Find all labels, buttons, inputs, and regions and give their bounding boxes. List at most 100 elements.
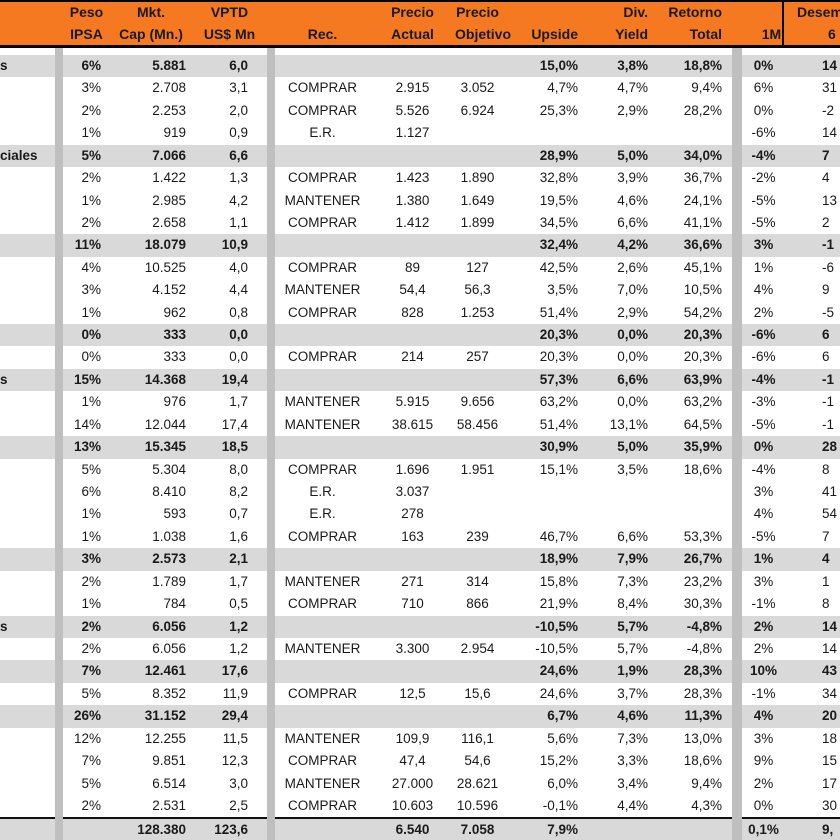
cell-company-name-fragment — [0, 436, 55, 458]
cell-perf-6m: 8 — [822, 461, 830, 477]
cell-perf-6m: 9 — [822, 282, 830, 298]
cell-perf-1m: 2% — [753, 304, 774, 320]
cell-precio-actual: 3.300 — [395, 640, 430, 656]
cell-perf-1m: 3% — [753, 484, 774, 500]
cell-precio-actual — [370, 436, 455, 458]
cell-retorno-total: 10,5% — [683, 282, 722, 298]
cell-vptd: 6,6 — [229, 147, 248, 163]
cell-perf-6m: 43 — [822, 663, 838, 679]
cell-precio-objetivo: 9.656 — [460, 394, 495, 410]
table-row: ciales 5% 7.066 6,6 28,9% 5,0% 34,0% -4%… — [0, 144, 840, 168]
cell-perf-6m: 8 — [822, 596, 830, 612]
header-retorno-total: Retorno Total — [668, 4, 722, 42]
cell-perf-6m: -1 — [822, 394, 835, 410]
cell-retorno-total — [655, 481, 732, 503]
cell-precio-actual: 271 — [401, 573, 424, 589]
cell-vptd: 3,1 — [229, 80, 248, 96]
cell-upside: 30,9% — [539, 439, 578, 455]
cell-peso-ipsa: 2% — [81, 102, 101, 118]
cell-mkt-cap: 784 — [163, 596, 186, 612]
cell-mkt-cap: 9.851 — [152, 753, 186, 769]
cell-perf-1m: -2% — [751, 170, 776, 186]
cell-mkt-cap: 10.525 — [144, 259, 186, 275]
cell-upside: 24,6% — [539, 663, 578, 679]
table-row: 1% 784 0,5 COMPRAR 710 866 21,9% 8,4% 30… — [0, 593, 840, 616]
cell-precio-actual: 38.615 — [391, 416, 434, 432]
cell-perf-6m: 28 — [822, 439, 838, 455]
cell-company-name-fragment — [0, 683, 55, 705]
cell-vptd: 0,5 — [229, 596, 248, 612]
cell-peso-ipsa: 14% — [73, 416, 101, 432]
cell-peso-ipsa: 7% — [81, 663, 101, 679]
cell-recomendacion: COMPRAR — [287, 102, 357, 118]
cell-mkt-cap: 919 — [163, 125, 186, 141]
cell-precio-objetivo — [455, 122, 500, 144]
cell-perf-1m: 3% — [753, 237, 774, 253]
cell-recomendacion — [275, 145, 370, 167]
cell-perf-1m: 3% — [753, 730, 774, 746]
cell-div-yield: 5,7% — [617, 640, 648, 656]
cell-precio-actual: 214 — [401, 349, 424, 365]
cell-perf-1m: 1% — [753, 259, 774, 275]
table-row: 2% 6.056 1,2 MANTENER 3.300 2.954 -10,5%… — [0, 637, 840, 661]
cell-perf-6m: -1 — [822, 237, 835, 253]
table-row: 12% 12.255 11,5 MANTENER 109,9 116,1 5,6… — [0, 727, 840, 751]
cell-div-yield: 7,0% — [617, 282, 648, 298]
cell-peso-ipsa: 6% — [81, 484, 101, 500]
cell-mkt-cap: 593 — [163, 506, 186, 522]
cell-recomendacion: COMPRAR — [287, 685, 357, 701]
cell-upside: -10,5% — [535, 640, 578, 656]
cell-precio-actual: 3.037 — [395, 484, 430, 500]
cell-perf-6m: 7 — [822, 147, 830, 163]
cell-precio-actual: 1.380 — [395, 192, 430, 208]
cell-retorno-total: 18,6% — [683, 753, 722, 769]
cell-retorno-total: 64,5% — [683, 416, 722, 432]
cell-vptd: 29,4 — [221, 708, 248, 724]
table-row: 0% 333 0,0 20,3% 0,0% 20,3% -6% 6 — [0, 324, 840, 347]
cell-peso-ipsa: 3% — [81, 80, 101, 96]
cell-precio-objetivo: 54,6 — [464, 753, 491, 769]
cell-recomendacion: MANTENER — [284, 394, 361, 410]
cell-vptd: 0,8 — [229, 304, 248, 320]
cell-precio-objetivo: 1.649 — [460, 192, 495, 208]
cell-company-name-fragment — [0, 391, 55, 413]
cell-company-name-fragment — [0, 819, 55, 840]
cell-upside: 7,9% — [547, 822, 578, 838]
cell-upside: 6,0% — [547, 775, 578, 791]
cell-company-name-fragment — [0, 212, 55, 234]
cell-mkt-cap: 8.352 — [152, 685, 186, 701]
table-row: 2% 1.422 1,3 COMPRAR 1.423 1.890 32,8% 3… — [0, 167, 840, 190]
table-row: 1% 593 0,7 E.R. 278 4% 54 — [0, 503, 840, 526]
cell-vptd: 11,5 — [222, 730, 248, 746]
cell-precio-objetivo: 56,3 — [464, 282, 491, 298]
cell-vptd: 6,0 — [229, 58, 248, 73]
cell-vptd: 2,5 — [229, 797, 248, 813]
cell-recomendacion: COMPRAR — [287, 753, 357, 769]
table-row: 11% 18.079 10,9 32,4% 4,2% 36,6% 3% -1 — [0, 234, 840, 257]
header-div-yield: Div. Yield — [615, 4, 648, 42]
cell-mkt-cap: 12.255 — [144, 730, 186, 746]
cell-upside: 25,3% — [539, 102, 578, 118]
cell-div-yield: 5,0% — [617, 439, 648, 455]
cell-mkt-cap: 1.789 — [152, 573, 186, 589]
header-upside: Upside — [531, 25, 578, 42]
cell-upside: 28,9% — [539, 147, 578, 163]
table-row: 1% 962 0,8 COMPRAR 828 1.253 51,4% 2,9% … — [0, 301, 840, 325]
cell-div-yield: 0,0% — [617, 327, 648, 343]
cell-vptd: 19,4 — [221, 371, 248, 387]
cell-perf-6m: 14 — [822, 125, 838, 141]
header-precio-actual: Precio Actual — [391, 4, 434, 42]
cell-peso-ipsa: 2% — [81, 170, 101, 186]
cell-perf-6m: 7 — [822, 528, 830, 544]
cell-mkt-cap: 15.345 — [144, 439, 186, 455]
cell-recomendacion: COMPRAR — [287, 214, 357, 230]
cell-company-name-fragment — [0, 279, 55, 301]
cell-upside: 5,6% — [547, 730, 578, 746]
cell-precio-objetivo — [455, 234, 500, 256]
cell-retorno-total: -4,8% — [686, 640, 722, 656]
header-recomendacion: Rec. — [307, 25, 338, 42]
cell-recomendacion — [275, 55, 370, 77]
cell-precio-actual: 1.127 — [395, 125, 430, 141]
cell-retorno-total: 54,2% — [683, 304, 722, 320]
cell-recomendacion: COMPRAR — [287, 304, 357, 320]
